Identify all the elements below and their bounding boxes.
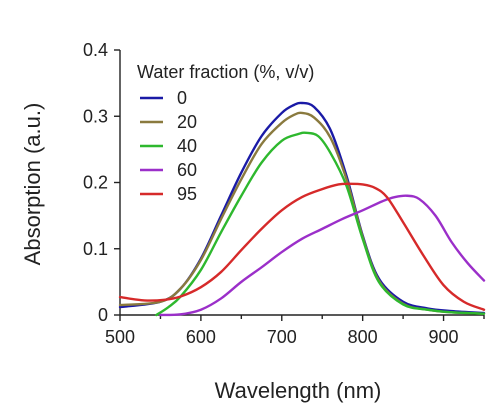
legend-label-20: 20 — [177, 112, 197, 132]
x-tick-label: 700 — [267, 327, 297, 347]
legend-items: 0 20 40 60 95 — [140, 88, 197, 204]
y-tick-label: 0.4 — [83, 40, 108, 60]
y-tick-label: 0.3 — [83, 106, 108, 126]
series-line-60 — [159, 194, 486, 317]
legend-label-60: 60 — [177, 160, 197, 180]
series-layer — [118, 101, 486, 317]
y-tick-label: 0.1 — [83, 239, 108, 259]
x-tick-label: 800 — [348, 327, 378, 347]
y-tick-label: 0 — [98, 305, 108, 325]
x-tick-label: 600 — [186, 327, 216, 347]
legend-label-40: 40 — [177, 136, 197, 156]
x-axis-title: Wavelength (nm) — [215, 378, 382, 403]
series-line-40 — [155, 131, 486, 317]
x-tick-label: 500 — [105, 327, 135, 347]
legend-label-95: 95 — [177, 184, 197, 204]
series-line-20 — [118, 111, 486, 315]
y-axis-title: Absorption (a.u.) — [20, 103, 45, 266]
x-tick-label: 900 — [429, 327, 459, 347]
legend-title: Water fraction (%, v/v) — [137, 62, 314, 82]
legend-label-0: 0 — [177, 88, 187, 108]
legend: Water fraction (%, v/v) 0 20 40 60 95 — [137, 62, 314, 204]
series-line-95 — [118, 182, 486, 311]
y-tick-label: 0.2 — [83, 173, 108, 193]
